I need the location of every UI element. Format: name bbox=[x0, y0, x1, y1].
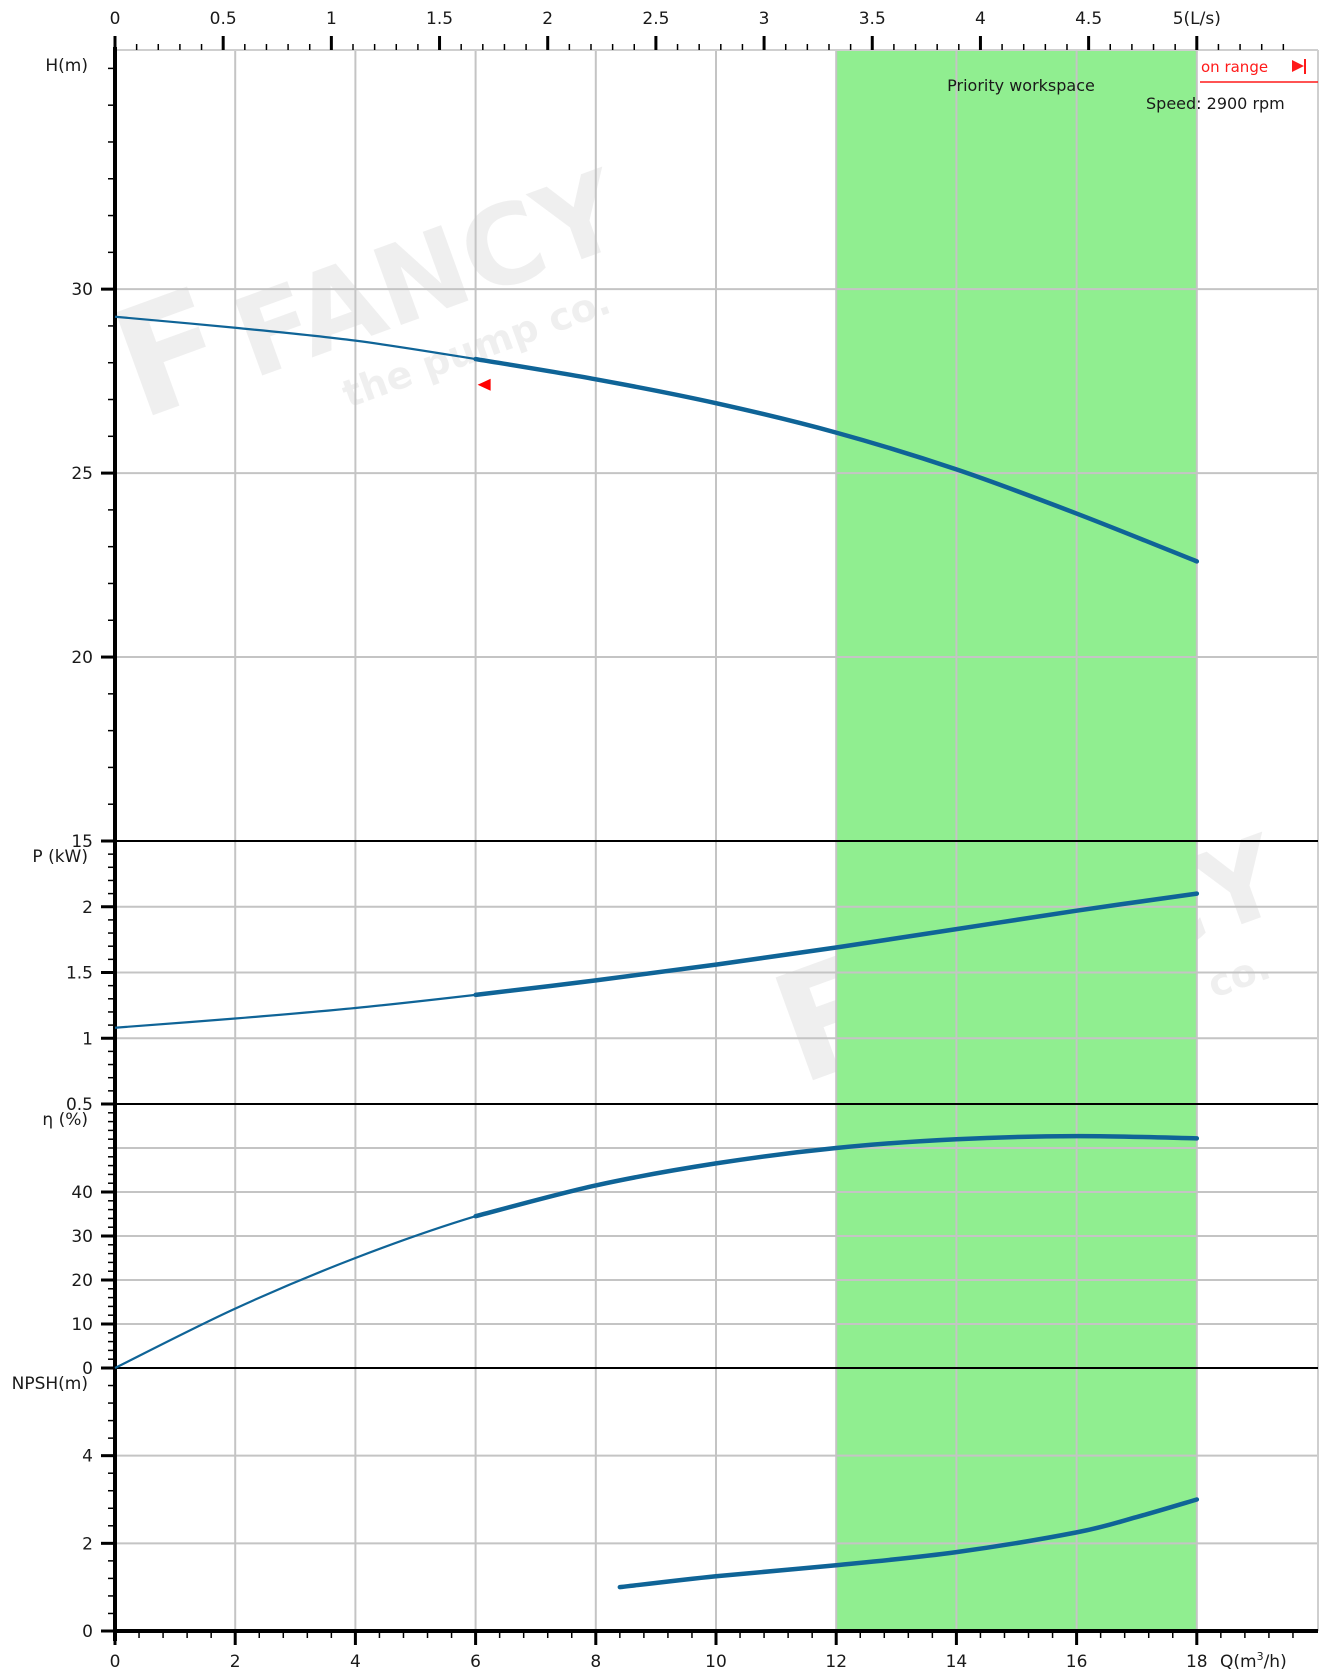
y-tick-label: 1 bbox=[82, 1029, 93, 1049]
y-tick-label: 0 bbox=[82, 1359, 93, 1379]
x2-tick-label: 0.5 bbox=[210, 9, 237, 29]
operation-range-arrow-icon bbox=[1292, 60, 1304, 72]
y-tick-label: 10 bbox=[71, 1315, 93, 1335]
x2-tick-label: 1 bbox=[326, 9, 337, 29]
y-tick-label: 30 bbox=[71, 1227, 93, 1247]
y-tick-label: 1.5 bbox=[66, 964, 93, 984]
y-tick-label: 0 bbox=[82, 1622, 93, 1642]
y-tick-label: 20 bbox=[71, 648, 93, 668]
y-tick-label: 20 bbox=[71, 1271, 93, 1291]
x2-tick-label: 0 bbox=[110, 9, 121, 29]
y-axis-title-head: H(m) bbox=[45, 56, 88, 76]
x-axis-title: Q(m3/h) bbox=[1220, 1650, 1287, 1672]
x2-tick-label: 5(L/s) bbox=[1173, 9, 1221, 29]
x2-tick-label: 4.5 bbox=[1075, 9, 1102, 29]
y-tick-label: 4 bbox=[82, 1447, 93, 1467]
x-tick-label: 2 bbox=[230, 1652, 241, 1672]
priority-workspace-label: Priority workspace bbox=[947, 76, 1095, 95]
x-tick-label: 6 bbox=[470, 1652, 481, 1672]
x-tick-label: 8 bbox=[590, 1652, 601, 1672]
axes bbox=[101, 36, 1319, 1645]
y-tick-label: 30 bbox=[71, 280, 93, 300]
y-tick-label: 0.5 bbox=[66, 1095, 93, 1115]
x2-tick-label: 4 bbox=[975, 9, 986, 29]
x-tick-label: 18 bbox=[1186, 1652, 1208, 1672]
labels: 0 0.5 1 1.5 2 2.5 3 3.5 4 4.5 5(L/s)0 2 4 6 8 10 12 14 16 1… bbox=[12, 9, 1318, 1672]
curve-operating-power bbox=[473, 891, 1200, 998]
operating-point-marker-icon bbox=[477, 378, 491, 391]
x-tick-label: 14 bbox=[946, 1652, 968, 1672]
y-tick-label: 40 bbox=[71, 1183, 93, 1203]
y-axis-title-npsh: NPSH(m) bbox=[12, 1374, 88, 1394]
x2-tick-label: 2 bbox=[542, 9, 553, 29]
x-tick-label: 4 bbox=[350, 1652, 361, 1672]
y-axis-title-efficiency: η (%) bbox=[42, 1110, 88, 1130]
x-tick-label: 10 bbox=[705, 1652, 727, 1672]
curve-operating-head bbox=[473, 356, 1200, 564]
x2-tick-label: 3.5 bbox=[859, 9, 886, 29]
speed-label: Speed: 2900 rpm bbox=[1146, 94, 1285, 113]
x2-tick-label: 1.5 bbox=[426, 9, 453, 29]
operation-range-label: on range bbox=[1201, 58, 1268, 76]
x-tick-label: 12 bbox=[825, 1652, 847, 1672]
y-axis-title-power: P (kW) bbox=[32, 847, 88, 867]
curve-operating-efficiency bbox=[473, 1133, 1200, 1219]
y-tick-label: 25 bbox=[71, 464, 93, 484]
y-tick-label: 15 bbox=[71, 832, 93, 852]
x2-tick-label: 2.5 bbox=[642, 9, 669, 29]
curve-operating-npsh bbox=[617, 1497, 1200, 1590]
curves bbox=[114, 315, 1200, 1590]
x-tick-label: 16 bbox=[1066, 1652, 1088, 1672]
y-tick-label: 2 bbox=[82, 1534, 93, 1554]
x-tick-label: 0 bbox=[110, 1652, 121, 1672]
x2-tick-label: 3 bbox=[759, 9, 770, 29]
y-tick-label: 2 bbox=[82, 898, 93, 918]
